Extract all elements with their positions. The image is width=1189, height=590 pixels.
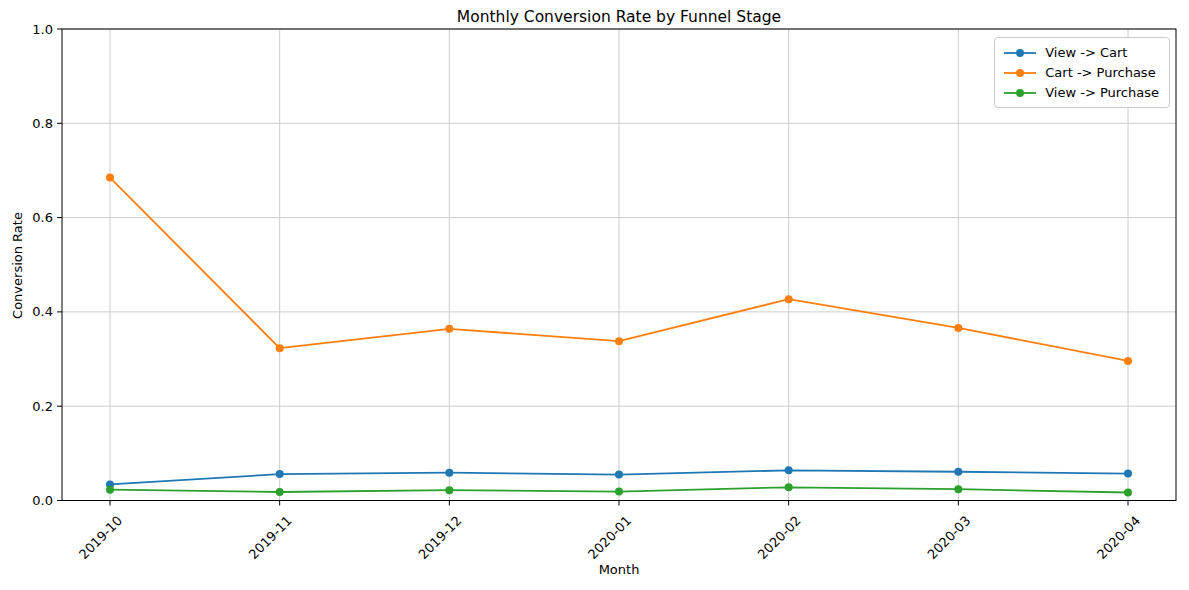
x-tick-label: 2019-12 — [415, 513, 464, 562]
legend: View -> Cart Cart -> Purchase View -> Purc… — [994, 37, 1170, 108]
y-tick-label: 0.4 — [32, 304, 53, 319]
x-tick-label: 2019-10 — [76, 513, 125, 562]
data-point-marker — [276, 344, 284, 352]
y-tick-label: 0.2 — [32, 399, 53, 414]
x-tick-label: 2020-02 — [755, 513, 804, 562]
legend-item: View -> Purchase — [1003, 85, 1159, 100]
y-tick-label: 0.8 — [32, 116, 53, 131]
legend-line-marker-icon — [1003, 66, 1037, 80]
data-point-marker — [615, 488, 623, 496]
data-point-marker — [954, 485, 962, 493]
data-point-marker — [785, 466, 793, 474]
legend-label: View -> Purchase — [1045, 85, 1159, 100]
y-axis-label: Conversion Rate — [10, 191, 25, 341]
legend-item: Cart -> Purchase — [1003, 65, 1159, 80]
data-point-marker — [615, 471, 623, 479]
data-point-marker — [445, 469, 453, 477]
data-point-marker — [445, 325, 453, 333]
data-point-marker — [954, 468, 962, 476]
y-tick-label: 1.0 — [32, 22, 53, 37]
data-point-marker — [954, 324, 962, 332]
data-point-marker — [785, 483, 793, 491]
data-point-marker — [1124, 488, 1132, 496]
y-tick-label: 0.0 — [32, 493, 53, 508]
legend-item: View -> Cart — [1003, 45, 1159, 60]
figure: Monthly Conversion Rate by Funnel Stage … — [0, 0, 1189, 590]
data-point-marker — [785, 295, 793, 303]
y-tick-label: 0.6 — [32, 210, 53, 225]
data-point-marker — [106, 174, 114, 182]
legend-line-marker-icon — [1003, 86, 1037, 100]
data-point-marker — [1124, 470, 1132, 478]
data-point-marker — [106, 486, 114, 494]
x-tick-label: 2019-11 — [246, 513, 295, 562]
legend-label: View -> Cart — [1045, 45, 1127, 60]
x-tick-label: 2020-01 — [585, 513, 634, 562]
x-axis-label: Month — [62, 562, 1176, 577]
legend-line-marker-icon — [1003, 46, 1037, 60]
x-tick-label: 2020-04 — [1094, 513, 1143, 562]
data-point-marker — [445, 486, 453, 494]
data-point-marker — [276, 488, 284, 496]
x-tick-label: 2020-03 — [924, 513, 973, 562]
data-point-marker — [276, 470, 284, 478]
data-point-marker — [615, 337, 623, 345]
legend-label: Cart -> Purchase — [1045, 65, 1155, 80]
data-point-marker — [1124, 357, 1132, 365]
